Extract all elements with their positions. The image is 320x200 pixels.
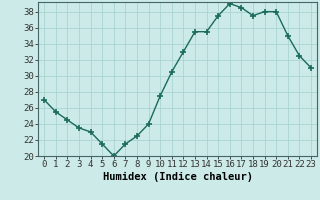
X-axis label: Humidex (Indice chaleur): Humidex (Indice chaleur) <box>103 172 252 182</box>
